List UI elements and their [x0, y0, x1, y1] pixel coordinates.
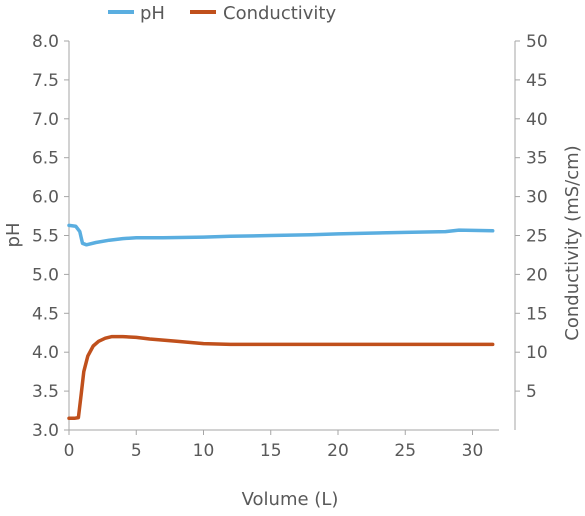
conductivity-series-line: [67, 334, 495, 421]
y-tick-label: 7.5: [32, 71, 59, 91]
y2-tick-label: 25: [526, 227, 548, 247]
y-tick-label: 6.0: [32, 188, 59, 208]
y2-tick-label: 30: [526, 188, 548, 208]
legend: pH Conductivity: [108, 3, 336, 24]
y2-tick-label: 15: [526, 304, 548, 324]
x-axis-ticks: 0 5 10 15 20 25 30: [64, 430, 484, 461]
y2-tick-label: 35: [526, 149, 548, 169]
x-axis-title: Volume (L): [242, 489, 339, 510]
y-tick-label: 5.0: [32, 265, 59, 285]
legend-label-ph: pH: [140, 3, 165, 24]
right-axis-ticks: 5 10 15 20 25 30 35 40 45 50: [515, 32, 548, 402]
y2-tick-label: 50: [526, 32, 548, 52]
y2-axis-title: Conductivity (mS/cm): [562, 145, 583, 340]
y2-tick-label: 40: [526, 110, 548, 130]
x-tick-label: 10: [193, 441, 215, 461]
x-tick-label: 5: [131, 441, 142, 461]
x-tick-label: 20: [327, 441, 349, 461]
y-tick-label: 8.0: [32, 32, 59, 52]
y2-tick-label: 5: [526, 382, 537, 402]
y-tick-label: 6.5: [32, 149, 59, 169]
ph-series-line: [67, 223, 495, 247]
y-tick-label: 3.0: [32, 421, 59, 441]
x-tick-label: 30: [462, 441, 484, 461]
y-tick-label: 7.0: [32, 110, 59, 130]
legend-label-conductivity: Conductivity: [223, 3, 336, 24]
x-tick-label: 0: [64, 441, 75, 461]
y-tick-label: 4.5: [32, 304, 59, 324]
y-tick-label: 4.0: [32, 343, 59, 363]
y2-tick-label: 20: [526, 265, 548, 285]
y-axis-title: pH: [3, 223, 24, 248]
y2-tick-label: 45: [526, 71, 548, 91]
y2-tick-label: 10: [526, 343, 548, 363]
x-tick-label: 15: [260, 441, 282, 461]
x-tick-label: 25: [394, 441, 416, 461]
series-lines: [67, 223, 495, 421]
left-axis-ticks: 3.0 3.5 4.0 4.5 5.0 5.5 6.0 6.5 7.0 7.5 8.0: [32, 32, 69, 441]
y-tick-label: 5.5: [32, 227, 59, 247]
y-tick-label: 3.5: [32, 382, 59, 402]
